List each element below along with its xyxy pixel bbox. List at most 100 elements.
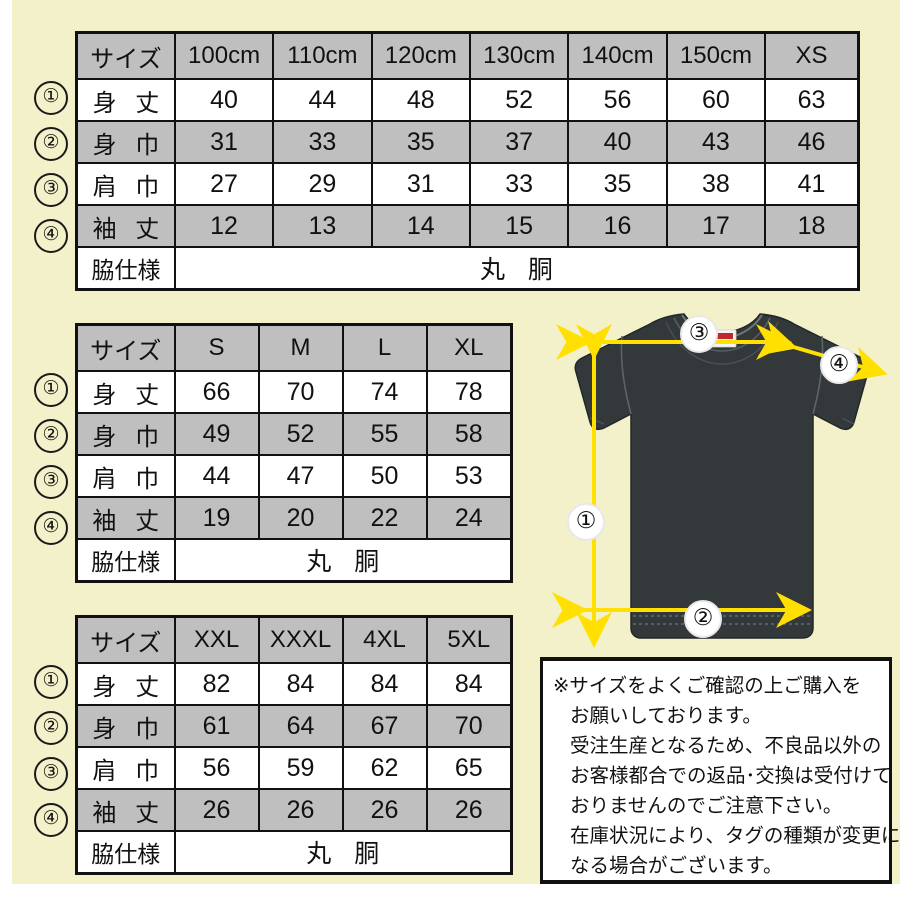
cell: 64 bbox=[257, 704, 344, 748]
size-table-youth: サイズ 100cm 110cm 120cm 130cm 140cm 150cm … bbox=[75, 31, 860, 291]
table-row: 身 丈 40 44 48 52 56 60 63 bbox=[75, 78, 860, 122]
tshirt-sleeve-hem-right bbox=[841, 417, 855, 425]
cell: 70 bbox=[257, 370, 344, 414]
table-row: 袖 丈 26 26 26 26 bbox=[75, 788, 513, 832]
cell: 67 bbox=[341, 704, 428, 748]
cell: 62 bbox=[341, 746, 428, 790]
table-row-side-spec: 脇仕様 丸 胴 bbox=[75, 830, 513, 874]
cell: 53 bbox=[425, 454, 513, 498]
row-label-side-spec: 脇仕様 bbox=[75, 830, 176, 874]
table-header-col-2: 120cm bbox=[370, 31, 472, 80]
header-size-label: サイズ bbox=[90, 45, 162, 73]
cell: 26 bbox=[425, 788, 513, 832]
table-header-col-2: 4XL bbox=[341, 615, 428, 664]
table-row-side-spec: 脇仕様 丸 胴 bbox=[75, 246, 860, 290]
cell: 14 bbox=[370, 204, 472, 248]
cell: 26 bbox=[173, 788, 260, 832]
table-header-col-1: M bbox=[257, 323, 344, 372]
table-header-col-3: 5XL bbox=[425, 615, 513, 664]
row-label-width: 身 巾 bbox=[75, 120, 176, 164]
table-header-col-0: S bbox=[173, 323, 260, 372]
table-header-col-1: 110cm bbox=[272, 31, 373, 80]
cell: 70 bbox=[425, 704, 513, 748]
table-header-col-1: XXXL bbox=[257, 615, 344, 664]
size-table-adult: サイズ S M L XL 身 丈 66 70 74 78 身 巾 49 52 bbox=[75, 323, 513, 583]
index-mark-3: ③ bbox=[34, 757, 68, 791]
index-mark-2: ② bbox=[34, 711, 68, 745]
cell: 35 bbox=[370, 120, 472, 164]
cell: 24 bbox=[425, 496, 513, 540]
index-mark-1: ① bbox=[34, 81, 68, 115]
cell: 33 bbox=[468, 162, 570, 206]
cell: 60 bbox=[665, 78, 767, 122]
row-label-shoulder: 肩 巾 bbox=[75, 162, 176, 206]
table-header-col-0: 100cm bbox=[173, 31, 275, 80]
diagram-badge-3: ③ bbox=[680, 315, 718, 353]
cell: 19 bbox=[173, 496, 260, 540]
cell: 35 bbox=[567, 162, 668, 206]
cell: 84 bbox=[257, 662, 344, 706]
cell: 61 bbox=[173, 704, 260, 748]
note-line: 受注生産となるため、不良品以外の bbox=[570, 734, 882, 757]
cell: 52 bbox=[468, 78, 570, 122]
cell: 15 bbox=[468, 204, 570, 248]
table-header-size: サイズ bbox=[75, 323, 176, 372]
cell: 56 bbox=[567, 78, 668, 122]
row-label-sleeve: 袖 丈 bbox=[75, 496, 176, 540]
table-header-col-4: 140cm bbox=[567, 31, 668, 80]
row-label-side-spec: 脇仕様 bbox=[75, 246, 176, 290]
row-label-length: 身 丈 bbox=[75, 662, 176, 706]
cell: 55 bbox=[341, 412, 428, 456]
row-label-side-spec: 脇仕様 bbox=[75, 538, 176, 582]
table-row: 身 巾 61 64 67 70 bbox=[75, 704, 513, 748]
cell: 16 bbox=[567, 204, 668, 248]
diagram-badge-1: ① bbox=[567, 503, 605, 541]
cell: 59 bbox=[257, 746, 344, 790]
cell: 49 bbox=[173, 412, 260, 456]
table-header-col-3: 130cm bbox=[468, 31, 570, 80]
cell: 66 bbox=[173, 370, 260, 414]
cell: 18 bbox=[764, 204, 860, 248]
row-label-shoulder: 肩 巾 bbox=[75, 746, 176, 790]
cell: 82 bbox=[173, 662, 260, 706]
row-label-length: 身 丈 bbox=[75, 370, 176, 414]
diagram-badge-4: ④ bbox=[820, 346, 858, 384]
cell: 17 bbox=[665, 204, 767, 248]
cell: 26 bbox=[341, 788, 428, 832]
purchase-note-box: ※サイズをよくご確認の上ご購入を お願いしております。 受注生産となるため、不良… bbox=[540, 657, 900, 884]
cell: 47 bbox=[257, 454, 344, 498]
note-line: 在庫状況により、タグの種類が変更に bbox=[570, 824, 900, 847]
side-spec-value: 丸 胴 bbox=[173, 246, 860, 290]
note-line: おりませんのでご注意下さい。 bbox=[570, 794, 843, 817]
table-header-col-6: XS bbox=[764, 31, 860, 80]
table-header-size: サイズ bbox=[75, 615, 176, 664]
cell: 44 bbox=[272, 78, 373, 122]
cell: 58 bbox=[425, 412, 513, 456]
index-mark-1: ① bbox=[34, 665, 68, 699]
side-spec-value: 丸 胴 bbox=[173, 830, 513, 874]
size-table-big: サイズ XXL XXXL 4XL 5XL 身 丈 82 84 84 84 身 巾… bbox=[75, 615, 513, 875]
cell: 46 bbox=[764, 120, 860, 164]
table-row: 袖 丈 12 13 14 15 16 17 18 bbox=[75, 204, 860, 248]
row-label-width: 身 巾 bbox=[75, 704, 176, 748]
table-row: 肩 巾 44 47 50 53 bbox=[75, 454, 513, 498]
cell: 48 bbox=[370, 78, 472, 122]
cell: 65 bbox=[425, 746, 513, 790]
table-row: 身 巾 49 52 55 58 bbox=[75, 412, 513, 456]
row-label-length: 身 丈 bbox=[75, 78, 176, 122]
row-label-width: 身 巾 bbox=[75, 412, 176, 456]
table-row: 身 丈 82 84 84 84 bbox=[75, 662, 513, 706]
cell: 74 bbox=[341, 370, 428, 414]
cell: 12 bbox=[173, 204, 275, 248]
note-line: お客様都合での返品･交換は受付けて bbox=[570, 764, 892, 787]
cell: 40 bbox=[567, 120, 668, 164]
diagram-badge-2: ② bbox=[684, 600, 722, 638]
row-label-sleeve: 袖 丈 bbox=[75, 788, 176, 832]
table-row: 袖 丈 19 20 22 24 bbox=[75, 496, 513, 540]
index-mark-1: ① bbox=[34, 373, 68, 407]
cell: 29 bbox=[272, 162, 373, 206]
tshirt-diagram: ① ② ③ ④ bbox=[532, 310, 900, 650]
side-spec-value: 丸 胴 bbox=[173, 538, 513, 582]
note-line: お願いしております。 bbox=[570, 704, 762, 727]
